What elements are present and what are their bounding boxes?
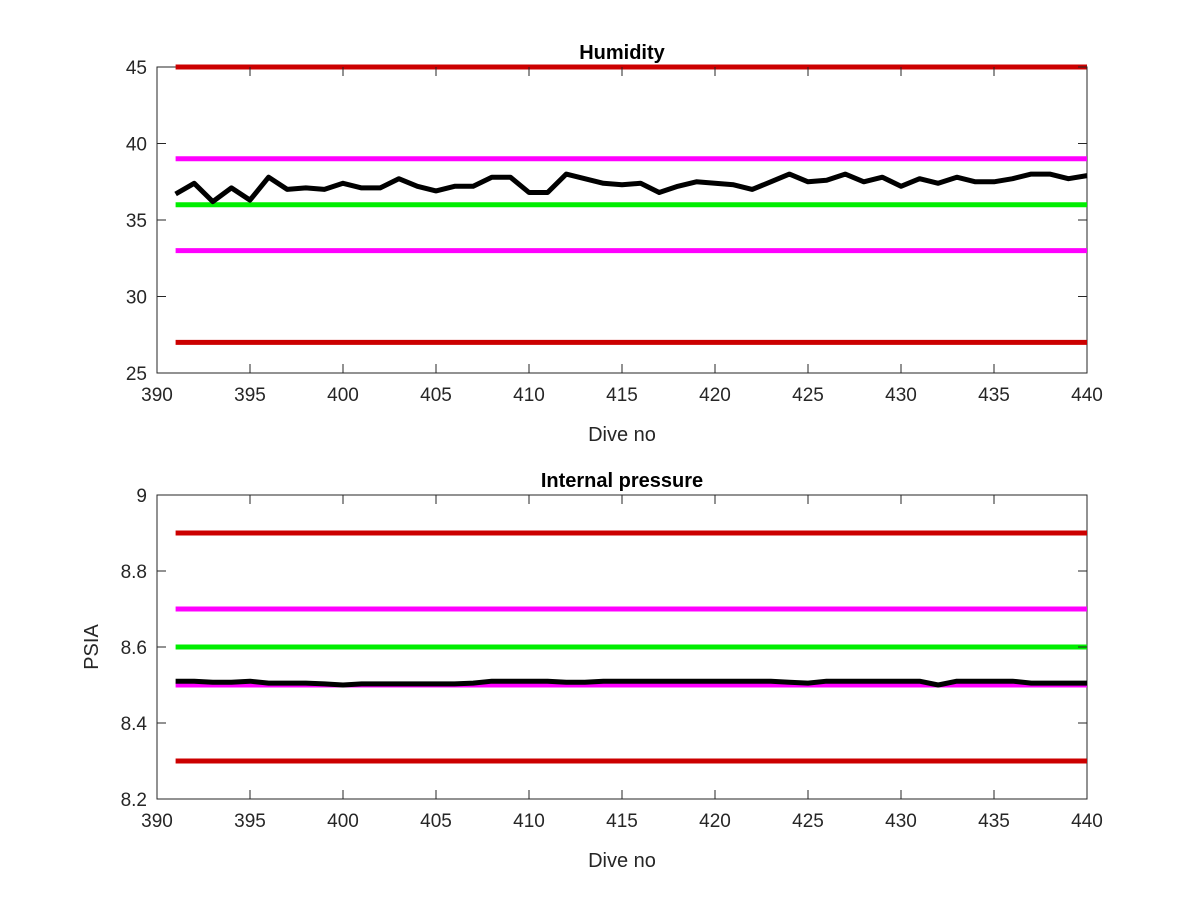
x-tick-label: 390: [141, 385, 173, 406]
x-tick-label: 435: [978, 385, 1010, 406]
chart-title: Humidity: [579, 42, 665, 64]
y-tick-label: 25: [126, 364, 147, 385]
x-tick-label: 410: [513, 811, 545, 832]
x-axis-label: Dive no: [588, 850, 656, 872]
x-tick-label: 435: [978, 811, 1010, 832]
x-tick-label: 405: [420, 811, 452, 832]
y-tick-label: 8.6: [121, 638, 147, 659]
series-line: [175, 678, 1087, 688]
x-tick-label: 410: [513, 385, 545, 406]
x-tick-label: 405: [420, 385, 452, 406]
x-tick-label: 420: [699, 811, 731, 832]
y-tick-label: 8.8: [121, 562, 147, 583]
y-tick-label: 8.4: [121, 714, 148, 735]
x-tick-label: 430: [885, 385, 917, 406]
chart-2: 390 395 400 405 410 415 420 425 430 435 440 8.2 8.4 8…: [81, 470, 1103, 872]
x-tick-label: 400: [327, 811, 359, 832]
y-tick-label: 30: [126, 288, 147, 309]
y-axis-label: PSIA: [81, 624, 103, 670]
y-tick-label: 8.2: [121, 790, 147, 811]
y-tick-label: 35: [126, 211, 147, 232]
x-tick-label: 395: [234, 385, 266, 406]
x-tick-label: 395: [234, 811, 266, 832]
x-tick-label: 415: [606, 385, 638, 406]
x-tick-label: 430: [885, 811, 917, 832]
x-tick-label: 440: [1071, 385, 1103, 406]
x-tick-label: 425: [792, 811, 824, 832]
y-tick-label: 9: [136, 486, 147, 507]
x-tick-label: 420: [699, 385, 731, 406]
series-line: [174, 171, 1088, 205]
x-tick-label: 425: [792, 385, 824, 406]
x-tick-label: 390: [141, 811, 173, 832]
x-axis-label: Dive no: [588, 424, 656, 446]
chart-title: Internal pressure: [541, 470, 703, 492]
x-tick-label: 440: [1071, 811, 1103, 832]
x-tick-label: 400: [327, 385, 359, 406]
axes-box: [156, 66, 1088, 374]
y-tick-label: 40: [126, 135, 147, 156]
chart-1: 390 395 400 405 410 415 420 425 430 435 440 25 30 35 4…: [126, 42, 1103, 446]
x-tick-label: 415: [606, 811, 638, 832]
y-tick-label: 45: [126, 58, 147, 79]
